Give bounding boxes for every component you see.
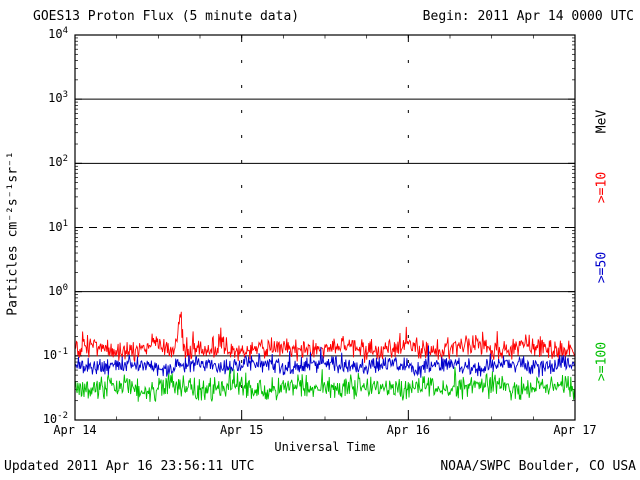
x-tick-label: Apr 17	[553, 423, 597, 437]
y-tick-label: 100	[48, 282, 68, 298]
x-tick-label: Apr 15	[219, 423, 264, 437]
series-label-ge100: >=100	[594, 341, 610, 382]
x-tick-label: Apr 14	[53, 423, 97, 437]
y-tick-label: 10-1	[42, 346, 68, 362]
y-tick-label: 10-2	[42, 411, 68, 426]
begin-timestamp: Begin: 2011 Apr 14 0000 UTC	[422, 9, 634, 24]
chart-title: GOES13 Proton Flux (5 minute data)	[33, 9, 300, 24]
updated-timestamp: Updated 2011 Apr 16 23:56:11 UTC	[4, 459, 255, 474]
y-axis-label: Particles cm⁻²s⁻¹sr⁻¹	[5, 151, 21, 316]
y-tick-label: 101	[48, 218, 68, 234]
credit-label: NOAA/SWPC Boulder, CO USA	[440, 459, 636, 474]
y-tick-label: 103	[48, 90, 68, 106]
x-tick-label: Apr 16	[386, 423, 430, 437]
y-tick-label: 104	[48, 26, 68, 41]
y-tick-label: 102	[48, 154, 68, 170]
x-axis-label: Universal Time	[274, 440, 376, 454]
